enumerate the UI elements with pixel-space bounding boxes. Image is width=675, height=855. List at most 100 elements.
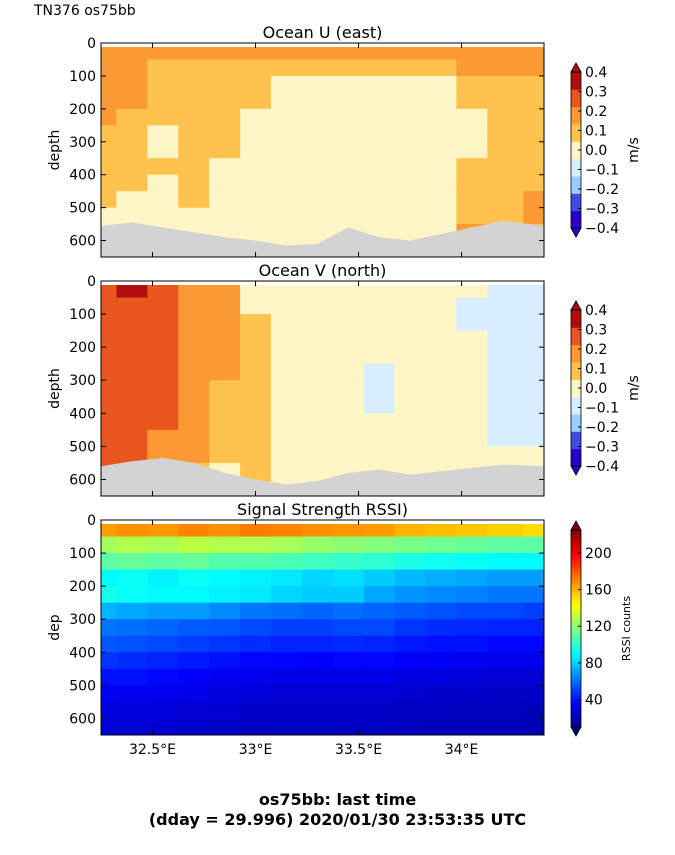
heatmap-cell <box>363 396 396 414</box>
heatmap-cell <box>425 413 458 431</box>
heatmap-cell <box>178 413 210 431</box>
panel-1: Ocean U (east) 0 100 200 300 400 500 600 depth 0.… <box>47 23 642 258</box>
colorbar-segment <box>571 706 581 712</box>
heatmap-cell <box>101 396 118 414</box>
heatmap-cell <box>116 207 148 225</box>
heatmap-cell <box>209 520 241 538</box>
heatmap-cell <box>147 174 179 192</box>
colorbar-extend-bottom <box>570 465 582 476</box>
heatmap-cell <box>487 718 524 735</box>
colorbar-segment <box>571 414 581 432</box>
colorbar-segment <box>571 673 581 679</box>
heatmap-cell <box>116 536 148 554</box>
heatmap-cell <box>240 207 272 225</box>
heatmap-cell <box>178 297 210 315</box>
heatmap-cell <box>425 553 458 571</box>
colorbar-tick-label: −0.4 <box>585 459 619 475</box>
heatmap-cell <box>332 635 365 653</box>
heatmap-cell <box>425 429 458 447</box>
heatmap-cell <box>147 347 179 365</box>
heatmap-cell <box>456 191 488 209</box>
heatmap-cell <box>147 158 179 176</box>
heatmap-cell <box>116 158 148 176</box>
heatmap-cell <box>456 125 488 143</box>
heatmap-cell <box>301 586 334 604</box>
heatmap-cell <box>394 174 427 192</box>
heatmap-cell <box>301 668 334 686</box>
heatmap-cell <box>456 297 488 315</box>
heatmap-cell <box>425 347 458 365</box>
heatmap-cell <box>101 635 118 653</box>
heatmap-cell <box>456 380 488 398</box>
heatmap-cell <box>487 619 524 637</box>
heatmap-cell <box>363 685 396 703</box>
colorbar-segment <box>571 694 581 699</box>
heatmap-cell <box>240 520 272 538</box>
colorbar-segment <box>571 644 581 650</box>
heatmap-cell <box>523 141 544 159</box>
colorbar-segment <box>571 685 581 691</box>
heatmap-cell <box>487 43 524 61</box>
heatmap-cell <box>332 701 365 720</box>
colorbar-segment <box>571 538 581 543</box>
heatmap-cell <box>147 553 179 571</box>
y-tick-label: 500 <box>69 439 96 455</box>
heatmap-cell <box>523 718 544 735</box>
colorbar-segment <box>571 124 581 142</box>
heatmap-cell <box>270 462 303 481</box>
heatmap-cell <box>394 520 427 538</box>
heatmap-cell <box>301 520 334 538</box>
colorbar-segment <box>571 106 581 125</box>
seafloor-mask <box>101 220 544 257</box>
heatmap-cell <box>178 685 210 703</box>
heatmap-cell <box>178 652 210 670</box>
heatmap-cell <box>240 602 272 620</box>
heatmap-cell <box>456 59 488 77</box>
heatmap-cell <box>101 718 118 735</box>
heatmap-cell <box>116 553 148 571</box>
heatmap-cell <box>209 347 241 365</box>
heatmap-cell <box>332 619 365 637</box>
x-tick-label: 34°E <box>445 742 479 758</box>
heatmap-cell <box>209 586 241 604</box>
heatmap-cell <box>425 314 458 332</box>
heatmap-cell <box>332 586 365 604</box>
heatmap-cell <box>240 43 272 61</box>
surface-band <box>101 281 544 285</box>
heatmap-cell <box>394 125 427 143</box>
heatmap-cell <box>425 520 458 538</box>
heatmap-cell <box>301 297 334 315</box>
colorbar-segment <box>571 550 581 556</box>
colorbar-segment <box>571 607 581 613</box>
heatmap-cell <box>523 330 544 348</box>
heatmap-cell <box>487 75 524 93</box>
heatmap-cell <box>101 43 118 61</box>
colorbar-segment <box>571 566 581 572</box>
colorbar-segment <box>571 657 581 662</box>
colorbar-segment <box>571 624 581 629</box>
heatmap-cell <box>101 347 118 365</box>
heatmap-cell <box>523 569 544 587</box>
heatmap-cell <box>332 141 365 159</box>
heatmap-cell <box>523 429 544 447</box>
heatmap-cell <box>209 330 241 348</box>
heatmap-cell <box>116 174 148 192</box>
heatmap-cell <box>301 652 334 670</box>
heatmap-cell <box>456 619 488 637</box>
heatmap-cell <box>209 536 241 554</box>
heatmap-cell <box>178 668 210 686</box>
heatmap-cell <box>523 92 544 110</box>
colorbar-segment <box>571 562 581 568</box>
heatmap-cell <box>240 429 272 447</box>
heatmap-cell <box>394 602 427 620</box>
colorbar-tick-label: −0.2 <box>585 420 619 436</box>
heatmap-cell <box>332 429 365 447</box>
colorbar-tick-label: 40 <box>585 693 603 709</box>
heatmap-cell <box>301 207 334 225</box>
heatmap-cell <box>301 536 334 554</box>
heatmap-cell <box>101 191 118 209</box>
heatmap-cell <box>101 108 118 126</box>
heatmap-cell <box>523 125 544 143</box>
colorbar-label: m/s <box>626 375 642 401</box>
heatmap-cell <box>178 363 210 381</box>
